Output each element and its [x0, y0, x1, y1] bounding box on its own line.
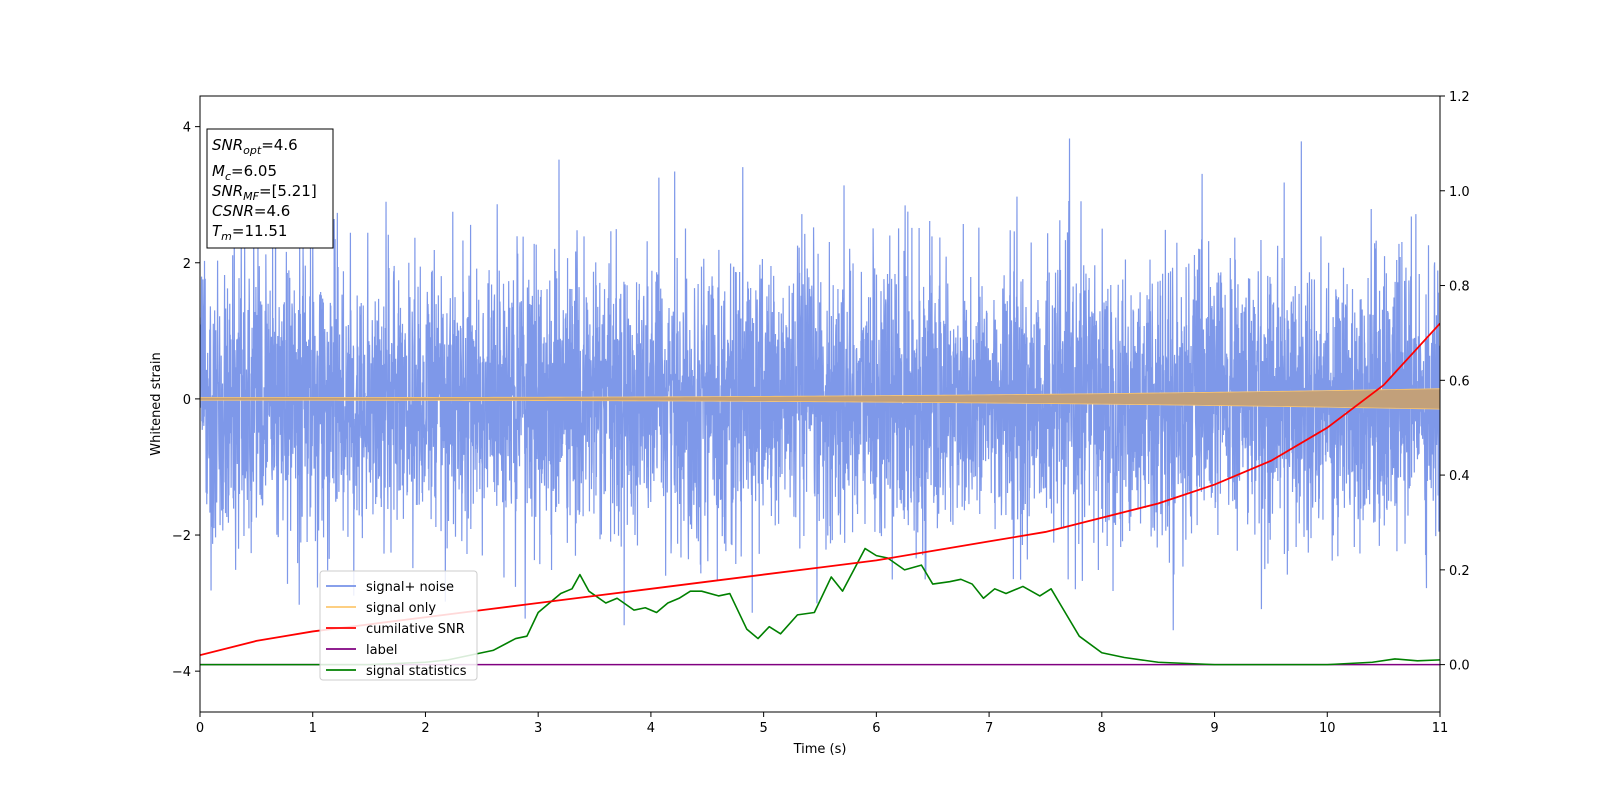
y-tick-label: 4	[183, 121, 191, 136]
x-tick-label: 7	[985, 721, 993, 736]
y-axis-label: Whitened strain	[149, 352, 164, 455]
x-tick-label: 6	[872, 721, 880, 736]
annotation-variable: T	[212, 222, 223, 240]
legend-label: signal statistics	[366, 664, 467, 679]
y-tick-label: 0	[183, 393, 191, 408]
annotation-subscript: c	[225, 170, 231, 183]
series-signal-only	[200, 388, 1440, 410]
x-tick-label: 1	[309, 721, 317, 736]
annotation-variable: SNR	[212, 182, 243, 200]
x-tick-label: 10	[1319, 721, 1336, 736]
series-layer	[200, 138, 1440, 666]
annotation-line: Tm=11.51	[212, 222, 287, 243]
y2-tick-label: 0.6	[1449, 374, 1470, 389]
x-tick-label: 0	[196, 721, 204, 736]
legend-label: label	[366, 643, 397, 658]
x-tick-label: 11	[1432, 721, 1449, 736]
annotation-box: SNRopt=4.6Mc=6.05SNRMF=[5.21]CSNR=4.6Tm=…	[206, 128, 334, 249]
ticks-layer: 0 1 2 3 4 5 6 7 8 9 10 11 −4 −2 0 2 4 0.0 0.2 0.4 0.6 0.8 1.0 1…	[172, 90, 1470, 736]
series-signal-noise	[200, 138, 1440, 631]
y-tick-label: 2	[183, 257, 191, 272]
legend: signal+ noise signal only cumilative SNR la…	[319, 570, 478, 681]
y-tick-label: −4	[172, 665, 191, 680]
annotation-value: =[5.21]	[259, 182, 317, 200]
x-tick-label: 5	[759, 721, 767, 736]
x-tick-label: 2	[421, 721, 429, 736]
annotation-line: SNRopt=4.6	[212, 136, 298, 157]
legend-label: cumilative SNR	[366, 622, 465, 637]
annotation-variable: CSNR	[212, 202, 254, 220]
legend-label: signal only	[366, 601, 436, 616]
x-tick-label: 4	[647, 721, 655, 736]
annotation-subscript: opt	[243, 144, 262, 157]
y-tick-label: −2	[172, 529, 191, 544]
annotation-value: =4.6	[254, 202, 290, 220]
legend-frame	[319, 570, 478, 681]
annotation-variable: M	[212, 162, 225, 180]
annotation-line: SNRMF=[5.21]	[212, 182, 317, 203]
y2-tick-label: 0.4	[1449, 469, 1470, 484]
annotation-variable: SNR	[212, 136, 243, 154]
annotation-line: CSNR=4.6	[212, 202, 290, 220]
annotation-value: =4.6	[261, 136, 297, 154]
y2-tick-label: 0.2	[1449, 564, 1470, 579]
y2-tick-label: 0.0	[1449, 659, 1470, 674]
x-tick-label: 8	[1098, 721, 1106, 736]
annotation-subscript: m	[221, 230, 232, 243]
legend-label: signal+ noise	[366, 580, 454, 595]
x-tick-label: 9	[1210, 721, 1218, 736]
x-axis-label: Time (s)	[793, 742, 847, 757]
annotation-subscript: MF	[243, 190, 259, 203]
annotation-line: Mc=6.05	[212, 162, 277, 183]
annotation-value: =6.05	[231, 162, 277, 180]
y2-tick-label: 1.2	[1449, 90, 1470, 105]
series-signal-statistics	[200, 547, 1440, 666]
annotation-frame	[206, 128, 334, 249]
y2-tick-label: 0.8	[1449, 280, 1470, 295]
y2-tick-label: 1.0	[1449, 185, 1470, 200]
annotation-value: =11.51	[232, 222, 288, 240]
plot-frame	[199, 95, 1441, 713]
x-tick-label: 3	[534, 721, 542, 736]
